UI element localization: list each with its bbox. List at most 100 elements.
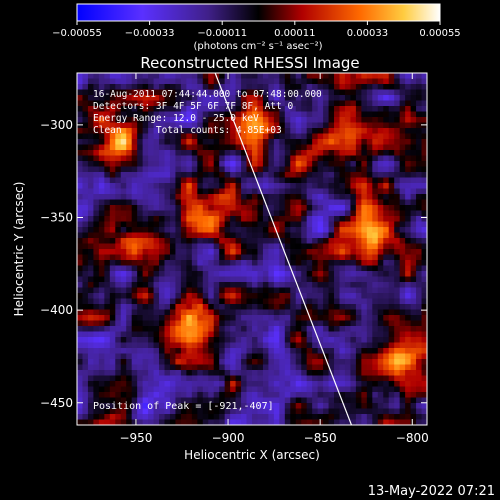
heat-cell (208, 287, 215, 294)
heat-cell (235, 287, 242, 294)
heat-cell (186, 271, 193, 278)
heat-cell (235, 282, 242, 289)
heat-cell (241, 414, 248, 421)
heat-cell (197, 227, 204, 234)
heat-cell (142, 84, 149, 91)
heat-cell (355, 364, 362, 371)
heat-cell (104, 408, 111, 415)
heat-cell (405, 73, 412, 80)
heat-cell (87, 144, 95, 151)
heat-cell (142, 386, 149, 393)
heat-cell (115, 414, 122, 421)
heat-cell (279, 397, 286, 404)
heat-cell (224, 227, 231, 234)
heat-cell (186, 243, 193, 250)
heat-cell (344, 260, 352, 267)
heat-cell (268, 348, 275, 355)
heat-cell (344, 73, 352, 80)
heat-cell (77, 122, 84, 129)
heat-cell (323, 89, 330, 96)
heat-cell (224, 100, 231, 107)
heat-cell (169, 315, 177, 322)
heat-cell (115, 381, 122, 388)
heat-cell (257, 298, 264, 305)
heat-cell (383, 320, 390, 327)
heat-cell (350, 155, 357, 162)
heat-cell (208, 392, 215, 399)
heat-cell (388, 293, 395, 300)
heat-cell (405, 133, 412, 140)
heat-cell (377, 199, 384, 206)
heat-cell (334, 150, 341, 157)
heat-cell (115, 155, 122, 162)
heat-cell (115, 320, 122, 327)
heat-cell (339, 183, 346, 190)
heat-cell (175, 205, 182, 212)
heat-cell (377, 122, 384, 129)
heat-cell (241, 238, 248, 245)
heat-cell (131, 199, 138, 206)
heat-cell (383, 73, 390, 80)
heat-cell (273, 271, 280, 278)
heat-cell (252, 348, 259, 355)
heat-cell (410, 309, 417, 316)
heat-cell (284, 84, 291, 91)
heat-cell (109, 265, 116, 272)
heat-cell (109, 315, 116, 322)
heat-cell (186, 304, 193, 311)
heat-cell (104, 111, 111, 118)
heat-cell (241, 370, 248, 377)
heat-cell (416, 309, 423, 316)
heat-cell (186, 326, 193, 333)
heat-cell (257, 370, 264, 377)
heat-cell (301, 337, 308, 344)
heat-cell (82, 298, 89, 305)
heat-cell (312, 177, 319, 184)
heat-cell (377, 188, 384, 195)
heat-cell (175, 293, 182, 300)
heat-cell (131, 293, 138, 300)
heat-cell (295, 282, 302, 289)
heat-cell (383, 359, 390, 366)
heat-cell (93, 188, 100, 195)
heat-cell (399, 243, 406, 250)
heat-cell (388, 238, 395, 245)
heat-cell (159, 386, 166, 393)
heat-cell (142, 254, 149, 261)
heat-cell (148, 375, 155, 382)
heat-cell (344, 353, 352, 360)
heat-cell (230, 403, 237, 410)
heat-cell (279, 194, 286, 201)
heat-cell (350, 293, 357, 300)
heat-cell (334, 309, 341, 316)
heat-cell (93, 271, 100, 278)
heat-cell (115, 353, 122, 360)
colorbar (76, 3, 441, 22)
heat-cell (180, 227, 187, 234)
heat-cell (104, 320, 111, 327)
heat-cell (159, 128, 166, 135)
heat-cell (98, 414, 105, 421)
heat-cell (377, 111, 384, 118)
heat-cell (126, 243, 133, 250)
heat-cell (257, 221, 264, 228)
heat-cell (323, 144, 330, 151)
heat-cell (416, 304, 423, 311)
heat-cell (328, 205, 335, 212)
heat-cell (405, 282, 412, 289)
heat-cell (148, 133, 155, 140)
heat-cell (334, 271, 341, 278)
heat-cell (131, 238, 138, 245)
heat-cell (279, 221, 286, 228)
heat-cell (328, 95, 335, 102)
colorbar-tick-label: 0.00055 (419, 28, 460, 39)
heat-cell (372, 282, 379, 289)
heat-cell (104, 304, 111, 311)
heat-cell (246, 381, 253, 388)
heat-cell (399, 414, 406, 421)
heat-cell (93, 106, 100, 113)
heat-cell (197, 221, 204, 228)
heat-cell (312, 381, 319, 388)
heat-cell (186, 84, 193, 91)
heat-cell (213, 392, 220, 399)
